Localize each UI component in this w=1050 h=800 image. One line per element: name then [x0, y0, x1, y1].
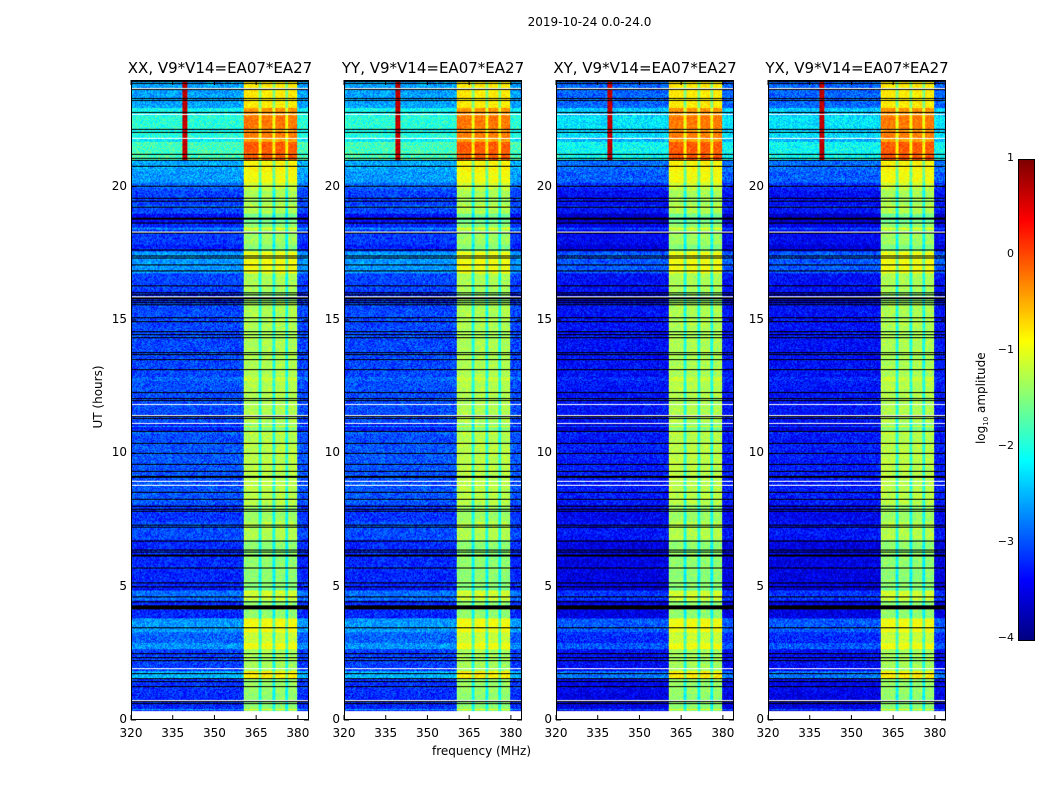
x-tick-label: 365 — [669, 726, 693, 740]
figure-title: 2019-10-24 0.0-24.0 — [527, 15, 652, 29]
y-tick-label: 0 — [756, 712, 764, 726]
colorbar-tick-label: 0 — [1007, 247, 1014, 260]
panel-title: YY, V9*V14=EA07*EA27 — [341, 59, 525, 77]
x-axis-label: frequency (MHz) — [432, 744, 532, 758]
y-tick-label: 10 — [536, 445, 552, 460]
y-tick-label: 20 — [536, 178, 552, 193]
y-tick-label: 0 — [332, 712, 340, 726]
x-tick-label: 380 — [923, 726, 947, 740]
y-tick-label: 0 — [119, 712, 127, 726]
y-tick-label: 10 — [324, 445, 340, 460]
colorbar — [1018, 159, 1035, 641]
y-tick-label: 10 — [748, 445, 764, 460]
waterfall-heatmap-xx — [131, 80, 309, 720]
x-tick-label: 365 — [457, 726, 481, 740]
colorbar-tick-label: −4 — [997, 631, 1014, 644]
y-tick-label: 20 — [324, 178, 340, 193]
y-tick-label: 5 — [332, 578, 340, 593]
x-tick-label: 350 — [839, 726, 863, 740]
panel-title: XY, V9*V14=EA07*EA27 — [553, 59, 737, 77]
x-tick-label: 350 — [202, 726, 226, 740]
x-tick-label: 380 — [286, 726, 310, 740]
y-tick-label: 5 — [756, 578, 764, 593]
x-tick-label: 365 — [244, 726, 268, 740]
x-tick-label: 335 — [798, 726, 822, 740]
y-tick-label: 10 — [111, 445, 127, 460]
x-tick-label: 320 — [332, 726, 356, 740]
y-tick-label: 0 — [544, 712, 552, 726]
colorbar-tick-label: −1 — [997, 343, 1014, 356]
y-tick-label: 5 — [544, 578, 552, 593]
y-axis-label: UT (hours) — [91, 365, 105, 429]
panel-title: XX, V9*V14=EA07*EA27 — [127, 59, 313, 77]
x-tick-label: 335 — [374, 726, 398, 740]
y-tick-label: 5 — [119, 578, 127, 593]
y-tick-label: 20 — [111, 178, 127, 193]
x-tick-label: 320 — [756, 726, 780, 740]
y-tick-label: 15 — [324, 312, 340, 326]
waterfall-heatmap-yy — [344, 80, 522, 720]
x-tick-label: 320 — [544, 726, 568, 740]
y-tick-label: 15 — [536, 312, 552, 326]
waterfall-heatmap-xy — [556, 80, 734, 720]
colorbar-label: log10 amplitude — [973, 352, 991, 445]
panel-title: YX, V9*V14=EA07*EA27 — [765, 59, 949, 77]
y-tick-label: 20 — [748, 178, 764, 193]
x-tick-label: 380 — [711, 726, 735, 740]
x-tick-label: 350 — [415, 726, 439, 740]
colorbar-tick-label: 1 — [1007, 151, 1014, 164]
x-tick-label: 365 — [881, 726, 905, 740]
x-tick-label: 350 — [627, 726, 651, 740]
colorbar-tick-label: −3 — [997, 535, 1014, 548]
x-tick-label: 380 — [499, 726, 523, 740]
x-tick-label: 320 — [119, 726, 143, 740]
y-tick-label: 15 — [111, 312, 127, 326]
waterfall-heatmap-yx — [768, 80, 946, 720]
x-tick-label: 335 — [586, 726, 610, 740]
y-tick-label: 15 — [748, 312, 764, 326]
colorbar-tick-label: −2 — [997, 439, 1014, 452]
x-tick-label: 335 — [161, 726, 185, 740]
